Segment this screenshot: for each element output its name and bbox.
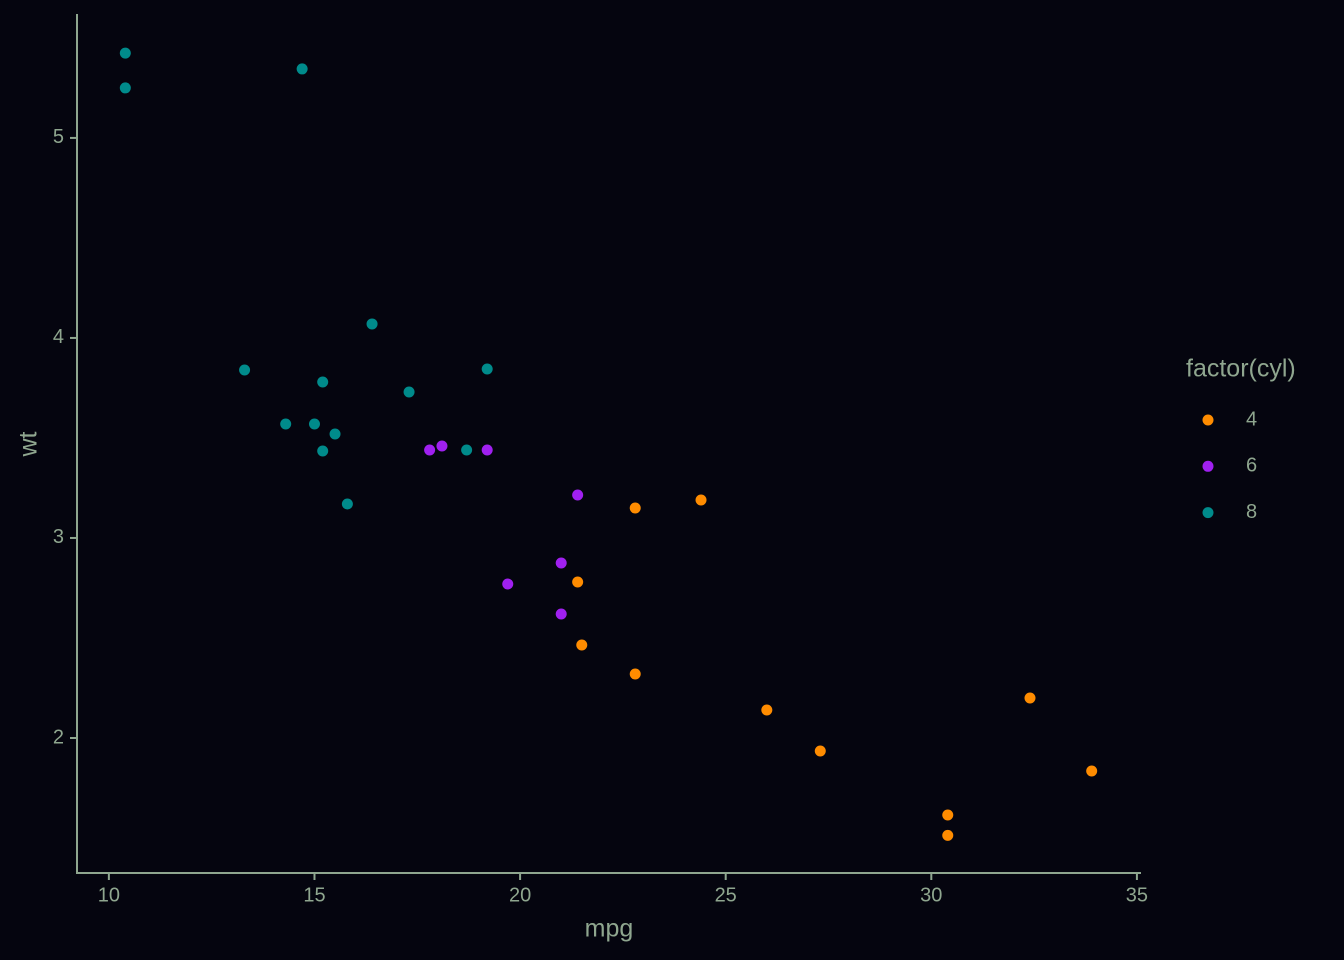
point xyxy=(366,318,378,330)
x-tick-label: 35 xyxy=(1126,884,1148,906)
point xyxy=(502,578,514,590)
legend-label: 6 xyxy=(1246,455,1257,477)
x-tick-label: 30 xyxy=(920,884,942,906)
legend-label: 4 xyxy=(1246,408,1257,430)
y-tick-label: 3 xyxy=(53,526,64,548)
point xyxy=(555,557,567,569)
point xyxy=(572,576,584,588)
point xyxy=(481,363,493,375)
point xyxy=(942,829,954,841)
point xyxy=(329,428,341,440)
point xyxy=(296,63,308,75)
y-tick-label: 4 xyxy=(53,326,64,348)
point xyxy=(436,440,448,452)
legend-marker xyxy=(1202,460,1214,472)
point xyxy=(1086,765,1098,777)
point xyxy=(341,498,353,510)
x-tick-label: 10 xyxy=(98,884,120,906)
y-tick-label: 2 xyxy=(53,726,64,748)
x-tick-label: 25 xyxy=(715,884,737,906)
x-axis-title: mpg xyxy=(585,915,634,943)
point xyxy=(942,809,954,821)
point xyxy=(280,418,292,430)
point xyxy=(317,376,329,388)
point xyxy=(576,639,588,651)
point xyxy=(119,47,131,59)
point xyxy=(424,444,436,456)
legend-marker xyxy=(1202,414,1214,426)
y-tick-label: 5 xyxy=(53,126,64,148)
x-tick-label: 20 xyxy=(509,884,531,906)
point xyxy=(814,745,826,757)
x-tick-label: 15 xyxy=(303,884,325,906)
point xyxy=(119,82,131,94)
legend-title: factor(cyl) xyxy=(1186,355,1296,383)
point xyxy=(308,418,320,430)
point xyxy=(461,444,473,456)
point xyxy=(481,444,493,456)
legend-marker xyxy=(1202,507,1214,519)
point xyxy=(317,445,329,457)
point xyxy=(572,489,584,501)
legend-label: 8 xyxy=(1246,501,1257,523)
point xyxy=(695,494,707,506)
point xyxy=(239,364,251,376)
point xyxy=(761,704,773,716)
point xyxy=(629,502,641,514)
point xyxy=(1024,692,1036,704)
point xyxy=(555,608,567,620)
point xyxy=(403,386,415,398)
y-axis-title: wt xyxy=(15,431,43,457)
point xyxy=(629,668,641,680)
